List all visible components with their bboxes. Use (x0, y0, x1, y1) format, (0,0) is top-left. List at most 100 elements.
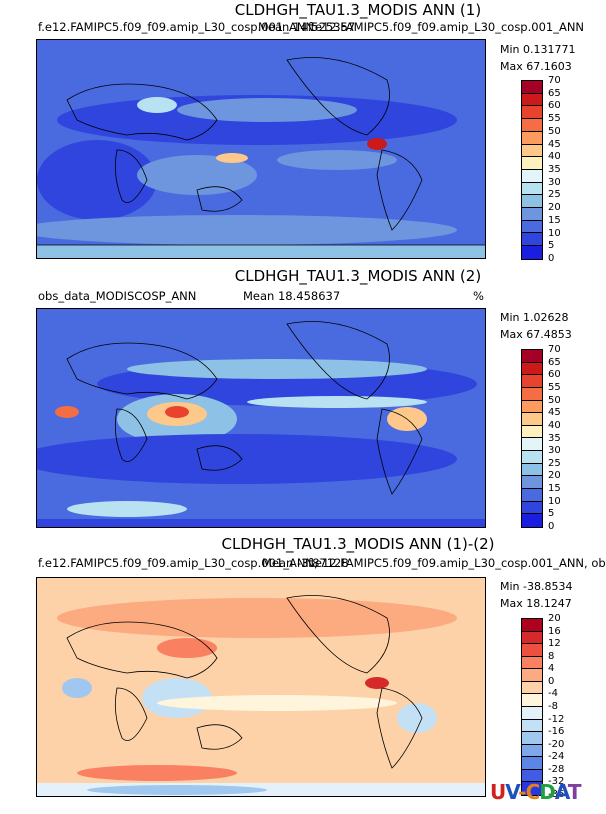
colorbar-tick-label: 65 (548, 87, 561, 99)
colorbar-tick-label: -12 (548, 713, 565, 725)
colorbar-segment (522, 131, 542, 145)
panel-1-colorbar (521, 80, 543, 260)
colorbar-tick-label: -24 (548, 751, 565, 763)
colorbar-tick-label: 12 (548, 638, 561, 650)
colorbar-tick-label: 25 (548, 189, 561, 201)
colorbar-segment (522, 387, 542, 401)
colorbar-segment (522, 744, 542, 758)
panel-3-map (36, 577, 486, 797)
colorbar-tick-label: 15 (548, 483, 561, 495)
panel-2-title: CLDHGH_TAU1.3_MODIS ANN (2) (234, 267, 482, 285)
colorbar-tick-label: 50 (548, 394, 561, 406)
colorbar-tick-label: 10 (548, 227, 561, 239)
colorbar-segment (522, 757, 542, 770)
uvcdat-logo: UV-CDAT (490, 780, 581, 804)
colorbar-tick-label: 35 (548, 432, 561, 444)
colorbar-tick-label: 45 (548, 407, 561, 419)
colorbar-tick-label: 15 (548, 214, 561, 226)
colorbar-tick-label: 0 (548, 521, 555, 532)
colorbar-tick-label: -16 (548, 726, 565, 738)
colorbar-tick-label: -4 (548, 688, 558, 700)
colorbar-segment (522, 182, 542, 196)
panel-3-map-svg (37, 578, 485, 796)
colorbar-segment (522, 220, 542, 234)
colorbar-tick-label: 16 (548, 625, 561, 637)
colorbar-segment (522, 489, 542, 502)
panel-1-map (36, 39, 486, 259)
colorbar-segment (522, 195, 542, 209)
panel-3-subtitle-left: f.e12.FAMIPC5.f09_f09.amip_L30_cosp.001_… (38, 556, 318, 570)
colorbar-segment (522, 438, 542, 452)
colorbar-segment (522, 246, 542, 259)
panel-3-title: CLDHGH_TAU1.3_MODIS ANN (1)-(2) (221, 535, 495, 553)
panel-3-colorbar (521, 618, 543, 796)
colorbar-tick-label: 0 (548, 675, 555, 687)
panel-3-mean: Mean -3.87128 (262, 556, 349, 570)
colorbar-tick-label: 35 (548, 164, 561, 175)
colorbar-segment (522, 350, 542, 363)
colorbar-tick-label: 5 (548, 240, 555, 252)
colorbar-tick-label: 8 (548, 650, 555, 662)
panel-1-title: CLDHGH_TAU1.3_MODIS ANN (1) (234, 1, 482, 19)
colorbar-segment (522, 93, 542, 107)
panel-1-map-svg (37, 40, 485, 258)
colorbar-tick-label: 40 (548, 419, 561, 431)
colorbar-segment (522, 119, 542, 132)
colorbar-tick-label: 30 (548, 445, 561, 457)
colorbar-segment (522, 514, 542, 527)
colorbar-segment (522, 769, 542, 783)
colorbar-segment (522, 782, 542, 795)
colorbar-segment (522, 656, 542, 670)
colorbar-segment (522, 81, 542, 94)
colorbar-tick-label: -8 (548, 701, 558, 712)
panel-1-subtitle-left: f.e12.FAMIPC5.f09_f09.amip_L30_cosp.001_… (38, 20, 315, 34)
colorbar-segment (522, 157, 542, 170)
colorbar-segment (522, 106, 542, 120)
colorbar-tick-label: 5 (548, 508, 555, 520)
panel-3-max: Max 18.1247 (500, 597, 572, 610)
colorbar-segment (522, 451, 542, 464)
colorbar-tick-label: -20 (548, 738, 565, 750)
panel-3-min: Min -38.8534 (500, 580, 573, 593)
colorbar-tick-label: 70 (548, 344, 561, 355)
colorbar-segment (522, 463, 542, 477)
colorbar-segment (522, 694, 542, 707)
colorbar-tick-label: 55 (548, 113, 561, 125)
colorbar-tick-label: 10 (548, 495, 561, 507)
colorbar-tick-label: 45 (548, 138, 561, 150)
colorbar-tick-label: -32 (548, 776, 565, 788)
colorbar-segment (522, 681, 542, 695)
colorbar-segment (522, 425, 542, 439)
colorbar-segment (522, 706, 542, 720)
panel-3-subtitle-right: f.e12.FAMIPC5.f09_f09.amip_L30_cosp.001_… (308, 557, 606, 570)
panel-2-map-svg (37, 309, 485, 527)
colorbar-tick-label: 20 (548, 202, 561, 214)
colorbar-tick-label: 60 (548, 100, 561, 112)
panel-1-max: Max 67.1603 (500, 60, 572, 73)
colorbar-segment (522, 233, 542, 247)
panel-2-map (36, 308, 486, 528)
colorbar-segment (522, 169, 542, 183)
colorbar-segment (522, 732, 542, 745)
colorbar-segment (522, 413, 542, 426)
panel-2-colorbar (521, 349, 543, 528)
panel-1-min: Min 0.131771 (500, 43, 576, 56)
colorbar-segment (522, 400, 542, 414)
colorbar-tick-label: 60 (548, 369, 561, 381)
panel-1-subtitle-right: f.e12.FAMIPC5.f09_f09.amip_L30_cosp.001_… (308, 20, 585, 34)
colorbar-tick-label: 70 (548, 75, 561, 86)
panel-2-units: % (473, 289, 484, 303)
colorbar-segment (522, 631, 542, 645)
colorbar-tick-label: 40 (548, 151, 561, 163)
panel-2-min: Min 1.02628 (500, 311, 569, 324)
colorbar-segment (522, 501, 542, 515)
colorbar-tick-label: 25 (548, 457, 561, 469)
colorbar-segment (522, 619, 542, 632)
colorbar-segment (522, 208, 542, 221)
colorbar-tick-label: 65 (548, 356, 561, 368)
colorbar-segment (522, 719, 542, 733)
panel-2-mean: Mean 18.458637 (243, 289, 341, 303)
colorbar-tick-label: -28 (548, 763, 565, 775)
colorbar-segment (522, 362, 542, 376)
panel-2-subtitle-left: obs_data_MODISCOSP_ANN (38, 289, 197, 303)
